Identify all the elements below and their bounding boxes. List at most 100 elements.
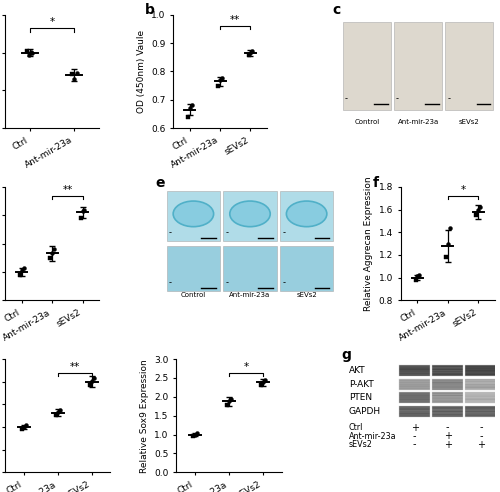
Text: -: - bbox=[396, 94, 399, 103]
Bar bbox=[466, 388, 496, 389]
Bar bbox=[432, 388, 464, 389]
Bar bbox=[432, 387, 464, 388]
Bar bbox=[432, 393, 464, 403]
Bar bbox=[466, 393, 496, 403]
Bar bbox=[399, 387, 430, 388]
Text: sEVs2: sEVs2 bbox=[349, 440, 372, 449]
Bar bbox=[399, 373, 430, 374]
Point bbox=[244, 51, 252, 59]
Point bbox=[184, 113, 192, 121]
Text: *: * bbox=[244, 362, 248, 371]
Bar bbox=[399, 381, 430, 382]
Text: +: + bbox=[477, 439, 485, 450]
Bar bbox=[432, 402, 464, 403]
Bar bbox=[466, 368, 496, 369]
Text: -: - bbox=[169, 228, 172, 237]
Bar bbox=[432, 374, 464, 375]
Bar bbox=[432, 381, 464, 382]
Text: -: - bbox=[282, 278, 285, 287]
Bar bbox=[399, 415, 430, 416]
Bar bbox=[432, 383, 464, 384]
Text: +: + bbox=[410, 423, 418, 432]
Bar bbox=[399, 407, 430, 408]
Point bbox=[52, 411, 60, 419]
Point bbox=[78, 207, 86, 215]
Point bbox=[214, 82, 222, 90]
Bar bbox=[399, 411, 430, 412]
Point bbox=[259, 378, 267, 386]
Point bbox=[248, 47, 256, 55]
Point bbox=[16, 271, 24, 278]
Point bbox=[414, 273, 422, 280]
Text: Ant-mir-23a: Ant-mir-23a bbox=[230, 292, 270, 298]
Point bbox=[216, 76, 224, 84]
Bar bbox=[399, 393, 430, 403]
Bar bbox=[432, 410, 464, 411]
Bar bbox=[432, 386, 464, 387]
Bar bbox=[399, 382, 430, 383]
Bar bbox=[432, 384, 464, 385]
Point bbox=[20, 264, 28, 272]
Bar bbox=[432, 414, 464, 415]
Ellipse shape bbox=[286, 201, 327, 227]
Text: -: - bbox=[226, 228, 228, 237]
Bar bbox=[224, 191, 276, 241]
Bar bbox=[432, 385, 464, 386]
Text: -: - bbox=[226, 278, 228, 287]
Point bbox=[218, 74, 226, 82]
Point bbox=[474, 206, 482, 214]
Point bbox=[54, 408, 62, 416]
Bar bbox=[399, 383, 430, 384]
Text: -: - bbox=[447, 94, 450, 103]
Bar bbox=[466, 383, 496, 384]
Bar bbox=[432, 367, 464, 368]
Bar bbox=[399, 413, 430, 414]
Bar bbox=[432, 382, 464, 383]
Point bbox=[188, 101, 196, 109]
Bar bbox=[399, 379, 430, 390]
Bar bbox=[466, 406, 496, 417]
Bar bbox=[466, 399, 496, 400]
Point bbox=[227, 395, 235, 403]
Point bbox=[186, 104, 194, 112]
Point bbox=[193, 429, 201, 437]
Ellipse shape bbox=[173, 201, 214, 227]
Bar bbox=[432, 370, 464, 371]
Bar bbox=[466, 412, 496, 413]
Bar bbox=[466, 371, 496, 372]
Bar bbox=[432, 393, 464, 394]
Text: AKT: AKT bbox=[349, 366, 366, 375]
Bar bbox=[466, 400, 496, 401]
Text: Control: Control bbox=[354, 119, 380, 124]
Bar bbox=[399, 386, 430, 387]
Point bbox=[50, 246, 58, 253]
Bar bbox=[399, 368, 430, 369]
Bar bbox=[432, 401, 464, 402]
Bar bbox=[466, 382, 496, 383]
Bar bbox=[466, 414, 496, 415]
Text: -: - bbox=[413, 431, 416, 441]
Text: -: - bbox=[169, 278, 172, 287]
Bar bbox=[399, 397, 430, 398]
Text: -: - bbox=[282, 228, 285, 237]
Bar bbox=[167, 191, 220, 241]
Bar bbox=[466, 401, 496, 402]
Bar bbox=[399, 402, 430, 403]
Bar bbox=[399, 365, 430, 376]
Text: -: - bbox=[413, 439, 416, 450]
Bar bbox=[466, 372, 496, 373]
Bar bbox=[432, 398, 464, 399]
Text: **: ** bbox=[70, 362, 80, 371]
Bar bbox=[399, 400, 430, 401]
Bar bbox=[432, 395, 464, 396]
Point bbox=[444, 240, 452, 247]
Point bbox=[48, 249, 56, 257]
Bar bbox=[466, 395, 496, 396]
Bar bbox=[399, 410, 430, 411]
Y-axis label: Relative Aggrecan Expression: Relative Aggrecan Expression bbox=[364, 176, 373, 311]
Text: -: - bbox=[479, 431, 482, 441]
Bar bbox=[432, 409, 464, 410]
Bar bbox=[432, 365, 464, 376]
Bar bbox=[432, 406, 464, 407]
Bar bbox=[399, 396, 430, 397]
